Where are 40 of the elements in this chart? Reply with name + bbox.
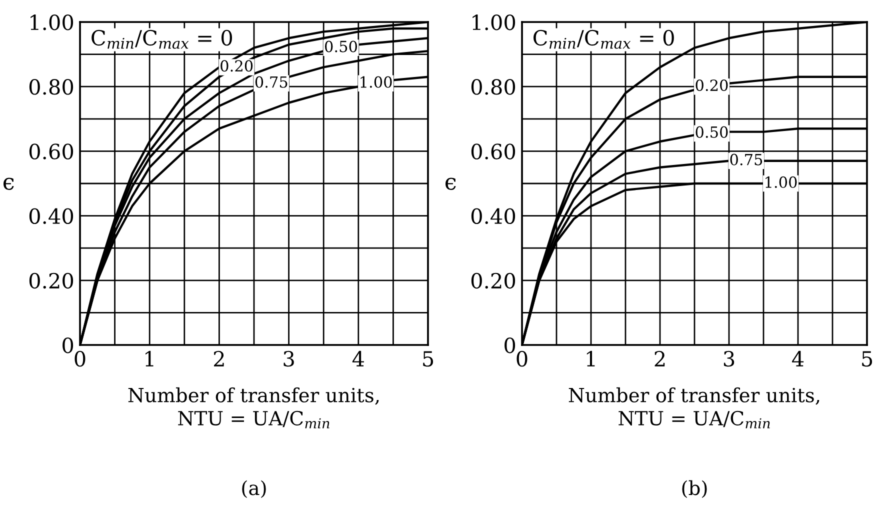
series-label: 1.00 (766, 176, 797, 188)
x-tick-label: 3 (724, 350, 734, 367)
series-label: C$_{min}$/C$_{max}$ = 0 (534, 30, 674, 49)
y-axis-title: ϵ (446, 178, 456, 190)
y-tick-label: 1.00 (472, 14, 516, 30)
y-tick-label: 0.80 (29, 79, 74, 95)
y-tick-label: 0 (62, 337, 74, 354)
series-label: 0.20 (696, 79, 728, 92)
x-tick-label: 1 (586, 350, 595, 366)
series-label: 0.75 (255, 76, 288, 88)
y-tick-label: 0.40 (471, 208, 516, 224)
x-tick-label: 1 (146, 350, 154, 366)
y-tick-label: 0.20 (471, 272, 516, 289)
y-tick-label: 0 (504, 337, 516, 354)
y-tick-label: 0.60 (29, 144, 74, 160)
text: (a) (242, 480, 266, 498)
x-tick-label: 5 (423, 351, 434, 367)
x-tick-label: 0 (516, 350, 528, 367)
x-tick-label: 2 (654, 350, 665, 366)
y-tick-label: 0.60 (471, 144, 516, 160)
series-label: C$_{min}$/C$_{max}$ = 0 (92, 30, 232, 49)
series-label: 0.50 (325, 40, 357, 52)
x-tick-label: 4 (352, 350, 364, 366)
x-tick-label: 5 (862, 351, 872, 367)
series-label: 0.75 (730, 154, 762, 166)
y-tick-label: 0.20 (29, 272, 74, 289)
series-label: 0.20 (220, 60, 253, 72)
series-label: 0.50 (696, 126, 728, 138)
y-tick-label: 0.40 (29, 208, 74, 224)
x-axis-title: Number of transfer units, NTU = UA/C$_{min}$ (568, 387, 820, 428)
y-tick-label: 0.80 (471, 79, 516, 95)
text: (b) (682, 480, 707, 498)
x-tick-label: 4 (792, 350, 804, 366)
x-tick-label: 0 (74, 350, 86, 367)
y-tick-label: 1.00 (30, 14, 74, 30)
series-label: 1.00 (360, 76, 392, 88)
y-axis-title: ϵ (4, 178, 14, 190)
x-axis-title: Number of transfer units, NTU = UA/C$_{min}$ (128, 387, 379, 428)
x-tick-label: 2 (214, 350, 224, 366)
x-tick-label: 3 (284, 350, 294, 367)
